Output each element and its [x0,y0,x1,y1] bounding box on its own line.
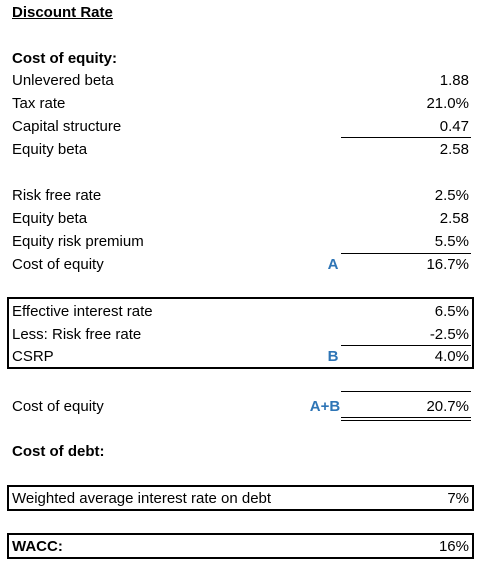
unlevered-beta-label: Unlevered beta [12,72,114,89]
tag-a-plus-b: A+B [309,398,341,415]
wacc-value: 16% [438,538,469,555]
equity-beta-label: Equity beta [12,141,88,158]
equity-beta-value: 2.58 [439,141,469,158]
weighted-interest-value: 7% [447,490,469,507]
total-bottom-rule [341,420,471,421]
total-top-rule [341,391,471,392]
equity-beta-capm-label: Equity beta [12,210,88,227]
equity-beta-capm-value: 2.58 [439,210,469,227]
risk-free-rate-label: Risk free rate [12,187,102,204]
less-risk-free-rate-value: -2.5% [429,326,469,343]
effective-interest-rate-label: Effective interest rate [12,303,153,320]
tag-a: A [327,256,339,273]
csrp-value: 4.0% [434,348,469,365]
tax-rate-value: 21.0% [426,95,469,112]
cost-of-equity-label: Cost of equity [12,256,104,273]
total-cost-of-equity-value: 20.7% [426,398,469,415]
cost-of-debt-heading: Cost of debt: [12,443,105,460]
subtotal-rule [341,345,471,346]
page-title: Discount Rate [12,4,113,21]
wacc-label: WACC: [12,538,63,555]
csrp-box [7,297,474,369]
subtotal-rule [341,253,471,254]
less-risk-free-rate-label: Less: Risk free rate [12,326,142,343]
risk-free-rate-value: 2.5% [434,187,469,204]
unlevered-beta-value: 1.88 [439,72,469,89]
capital-structure-label: Capital structure [12,118,122,135]
tag-b: B [327,348,339,365]
csrp-label: CSRP [12,348,54,365]
wacc-box [7,533,474,559]
cost-of-equity-value: 16.7% [426,256,469,273]
tax-rate-label: Tax rate [12,95,66,112]
subtotal-rule [341,137,471,138]
cost-of-equity-heading: Cost of equity: [12,50,117,67]
total-bottom-rule [341,417,471,418]
cost-of-debt-box [7,485,474,511]
equity-risk-premium-label: Equity risk premium [12,233,144,250]
equity-risk-premium-value: 5.5% [434,233,469,250]
capital-structure-value: 0.47 [439,118,469,135]
total-cost-of-equity-label: Cost of equity [12,398,104,415]
weighted-interest-label: Weighted average interest rate on debt [12,490,272,507]
effective-interest-rate-value: 6.5% [434,303,469,320]
